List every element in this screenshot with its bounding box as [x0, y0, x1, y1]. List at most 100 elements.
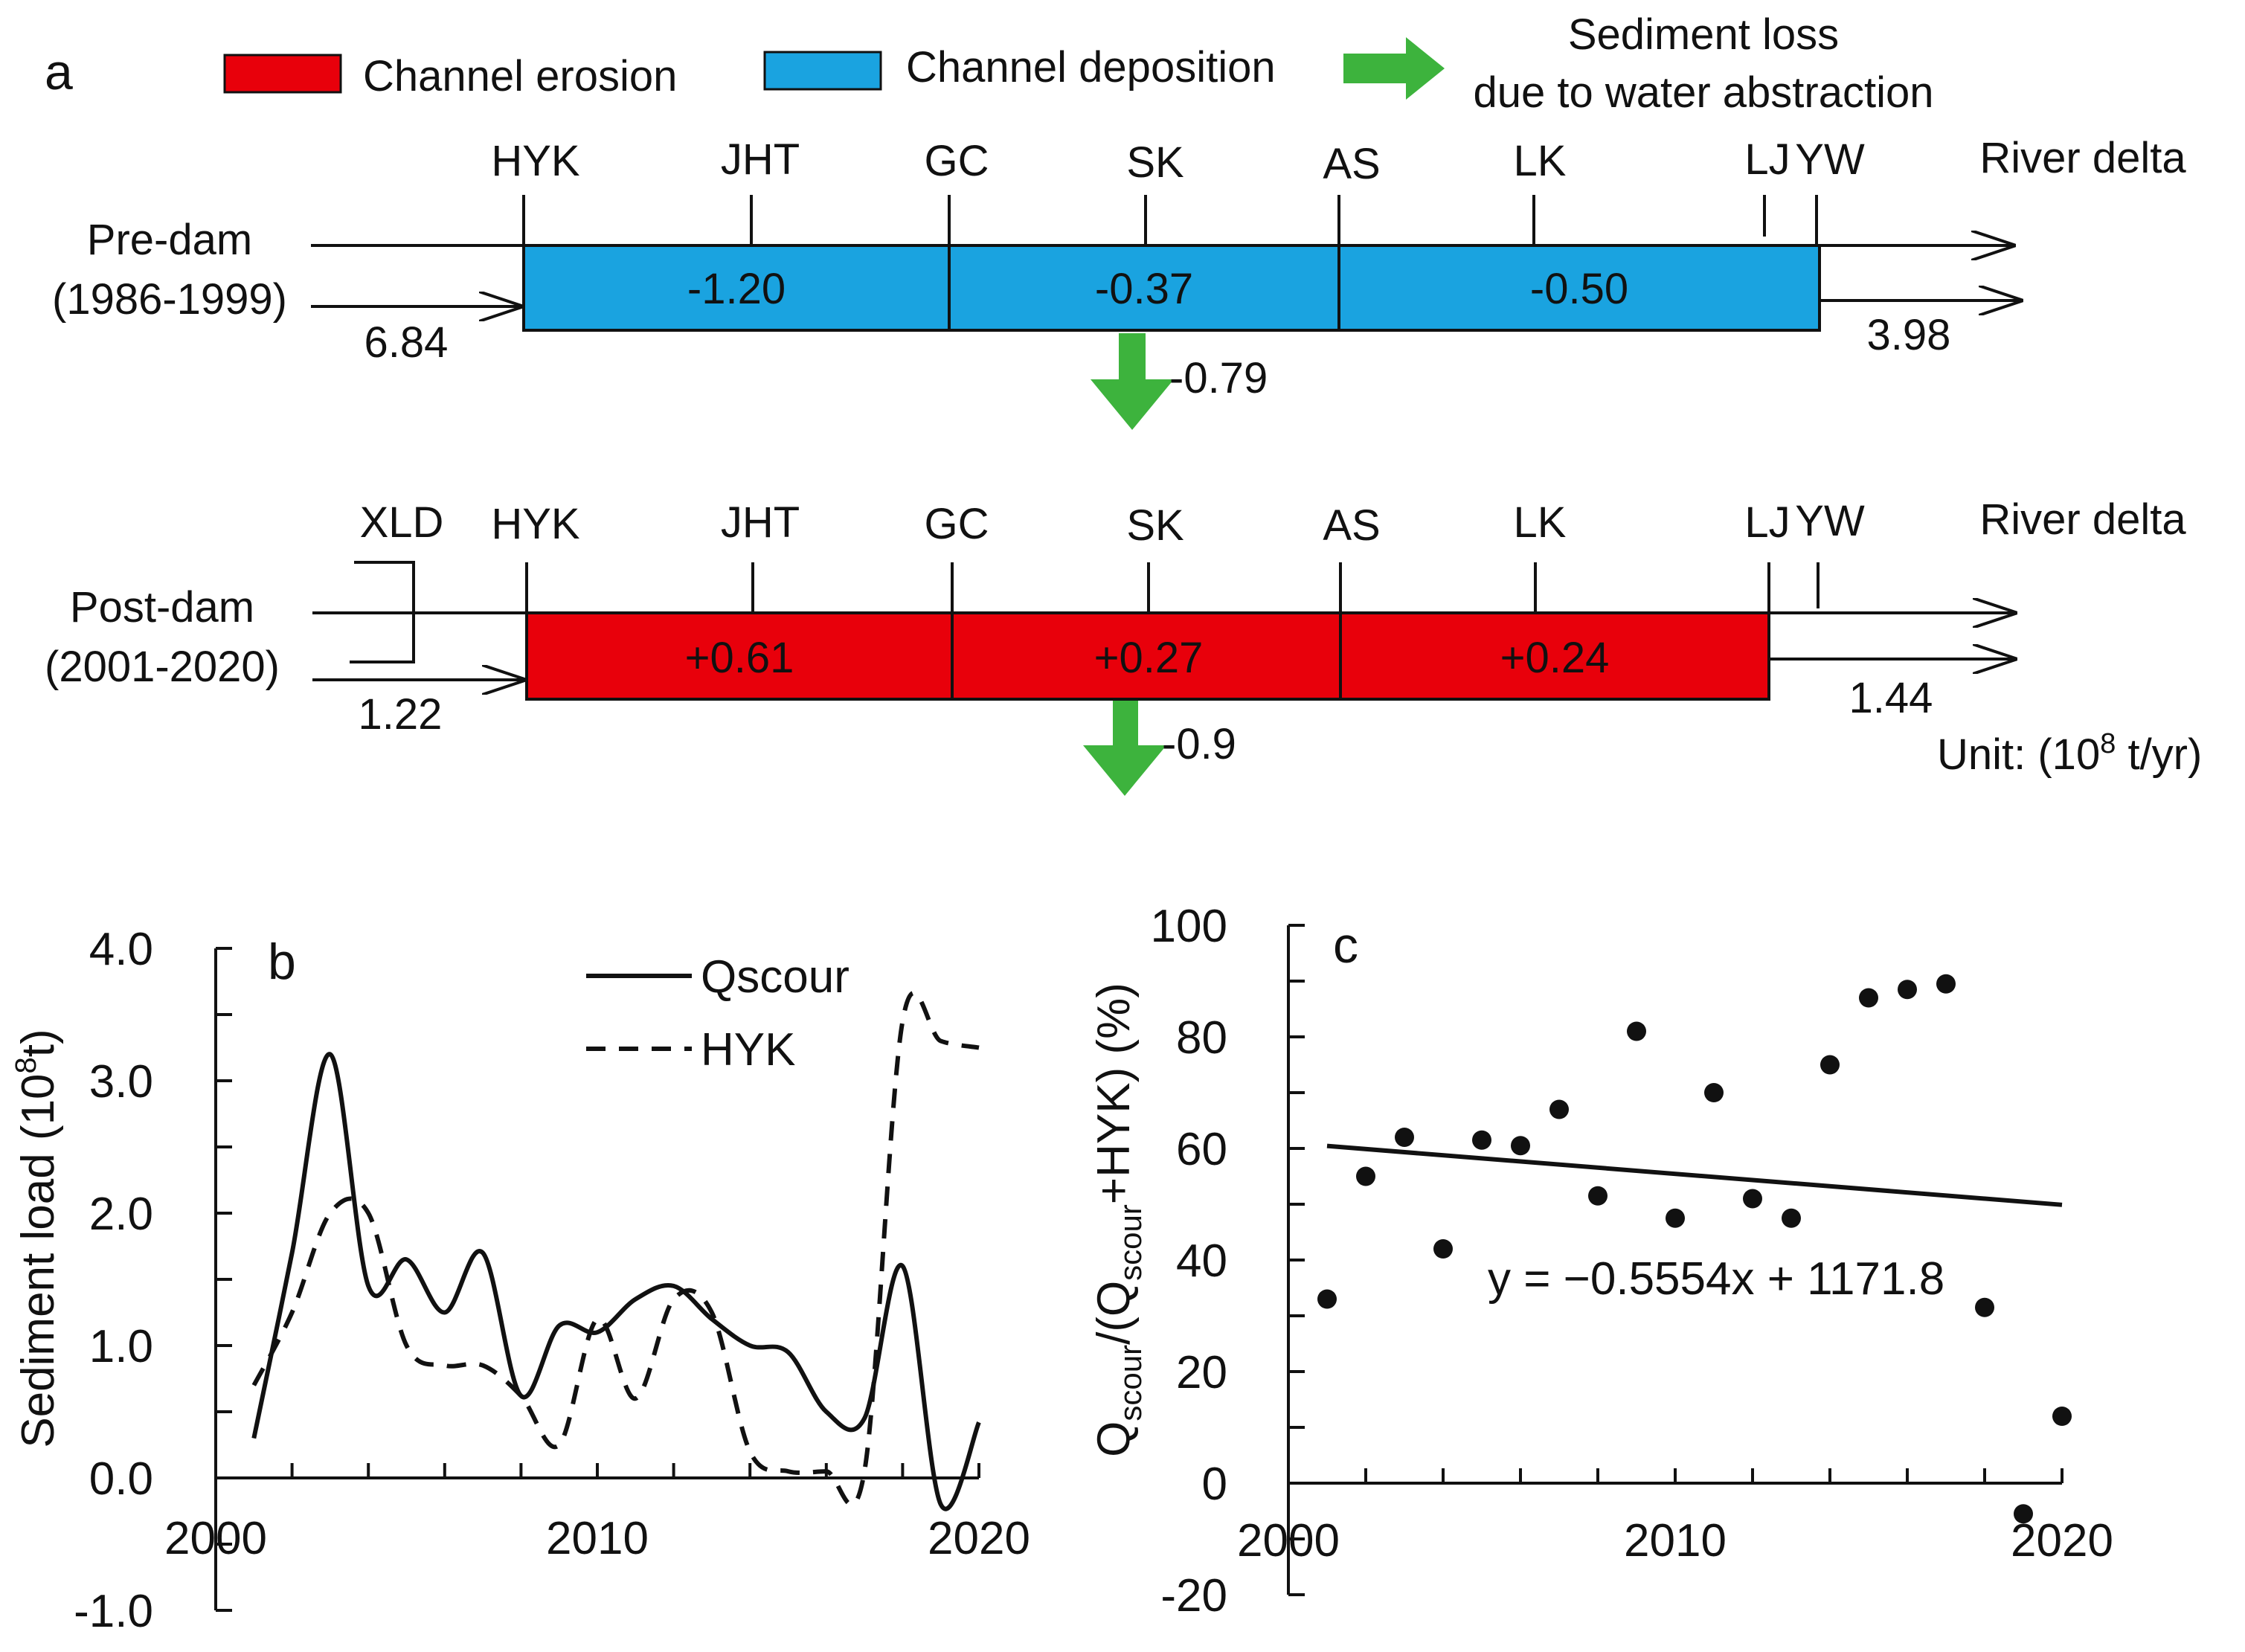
- station-lk-post: LK: [1514, 498, 1567, 547]
- station-xld: XLD: [360, 498, 444, 547]
- panel-b-x-tick-label: 2000: [164, 1513, 267, 1564]
- legend-erosion-swatch: [223, 54, 342, 94]
- scatter-point: [1317, 1289, 1337, 1309]
- scatter-point: [2014, 1504, 2033, 1524]
- panel-c-ylabel: Qscour/(Qscour+HYK) (%): [1088, 983, 1148, 1457]
- post-segment-2: [951, 611, 1342, 701]
- scatter-point: [1782, 1208, 1801, 1228]
- legend-qscour-label: Qscour: [701, 951, 849, 1003]
- panel-c-trendline: [1326, 1143, 2063, 1207]
- panel-b-y-tick-label: 2.0: [89, 1189, 153, 1240]
- scatter-point: [1975, 1297, 1994, 1317]
- station-jht-post: JHT: [721, 498, 800, 547]
- pre-input-value: 6.84: [364, 318, 449, 367]
- scatter-point: [1472, 1130, 1491, 1150]
- panel-b-y-tick-label: -1.0: [74, 1586, 153, 1637]
- post-segment-1-value: +0.61: [685, 634, 794, 682]
- panel-b-ylabel: Sediment load (108t): [10, 1029, 64, 1447]
- post-input-value: 1.22: [359, 690, 443, 739]
- station-as: AS: [1323, 140, 1380, 188]
- post-dam-title: Post-dam: [70, 583, 254, 631]
- legend-loss-label-1: Sediment loss: [1568, 10, 1839, 59]
- post-segment-1: [525, 611, 954, 701]
- station-sk: SK: [1126, 138, 1184, 187]
- station-as-post: AS: [1323, 501, 1380, 550]
- post-loss-value: -0.9: [1162, 720, 1236, 768]
- pre-dam-years: (1986-1999): [52, 275, 287, 324]
- panel-b-series: [251, 991, 981, 1511]
- panel-b-axes: [214, 947, 980, 1612]
- panel-c-axes: [1287, 924, 2063, 1596]
- pre-segment-2-value: -0.37: [1095, 265, 1193, 313]
- panel-b-y-tick-label: 3.0: [89, 1056, 153, 1108]
- panel-c-y-tick-label: 20: [1176, 1347, 1227, 1398]
- panel-c-x-tick-label: 2020: [2011, 1515, 2113, 1566]
- panel-c-y-tick-label: 100: [1151, 901, 1227, 952]
- post-segment-3-value: +0.24: [1500, 634, 1610, 682]
- panel-c-x-tick-label: 2010: [1624, 1515, 1727, 1566]
- station-lk: LK: [1514, 137, 1567, 185]
- scatter-point: [1433, 1239, 1453, 1259]
- legend-erosion-label: Channel erosion: [363, 52, 677, 100]
- legend-deposition-label: Channel deposition: [906, 43, 1276, 91]
- station-gc-post: GC: [925, 500, 989, 548]
- river-delta-label: River delta: [1979, 134, 2186, 182]
- panel-a: a Channel erosion Channel deposition Sed…: [45, 10, 2202, 796]
- panel-a-label: a: [45, 44, 73, 100]
- pre-segment-3: [1337, 244, 1821, 332]
- unit-label: Unit: (108 t/yr): [1937, 728, 2202, 779]
- panel-b-x-tick-label: 2020: [928, 1513, 1030, 1564]
- scatter-point: [1549, 1099, 1569, 1119]
- panel-c-points: [1317, 974, 2072, 1524]
- scatter-point: [1898, 980, 1917, 1000]
- post-loss-arrow: [1083, 701, 1166, 796]
- scatter-point: [1859, 988, 1878, 1008]
- panel-c-y-tick-label: 60: [1176, 1124, 1227, 1175]
- scatter-point: [1511, 1136, 1530, 1156]
- pre-dam-title: Pre-dam: [87, 216, 252, 264]
- panel-b-y-tick-label: 0.0: [89, 1453, 153, 1505]
- scatter-point: [2052, 1407, 2072, 1426]
- river-delta-label-post: River delta: [1979, 495, 2186, 544]
- scatter-point: [1666, 1208, 1685, 1228]
- pre-loss-arrow: [1091, 333, 1174, 430]
- panel-c-equation: y = −0.5554x + 1171.8: [1488, 1253, 1944, 1305]
- panel-b-legend: Qscour HYK: [586, 951, 849, 1076]
- post-output-value: 1.44: [1849, 674, 1933, 722]
- panel-c-label: c: [1333, 917, 1358, 974]
- legend-a: Channel erosion Channel deposition Sedim…: [223, 10, 1934, 117]
- scatter-point: [1627, 1021, 1646, 1041]
- pre-output-value: 3.98: [1867, 311, 1951, 359]
- series-qscour-line: [251, 1052, 981, 1511]
- panel-c-y-tick-label: 80: [1176, 1012, 1227, 1064]
- station-lj-post: LJ: [1744, 498, 1790, 547]
- panel-c-x-tick-label: 2000: [1237, 1515, 1340, 1566]
- panel-b-y-tick-label: 4.0: [89, 924, 153, 975]
- pre-segment-1-value: -1.20: [687, 265, 786, 313]
- panel-c-y-tick-label: 40: [1176, 1235, 1227, 1287]
- series-hyk-line: [251, 991, 980, 1507]
- station-sk-post: SK: [1126, 501, 1184, 550]
- panel-b-label: b: [268, 933, 296, 990]
- station-yw-post: YW: [1795, 497, 1865, 545]
- station-yw: YW: [1795, 135, 1865, 184]
- scatter-point: [1704, 1083, 1724, 1102]
- pre-segment-1: [522, 244, 951, 332]
- panel-c-trend-line: [1326, 1143, 2063, 1207]
- pre-dam-row: HYK JHT GC SK AS LK LJ YW River delta Pr…: [52, 134, 2186, 430]
- post-dam-row: XLD HYK JHT GC SK AS LK LJ YW River delt…: [45, 495, 2202, 796]
- legend-loss-label-2: due to water abstraction: [1473, 68, 1933, 117]
- scatter-point: [1395, 1128, 1414, 1147]
- scatter-point: [1743, 1189, 1762, 1209]
- scatter-point: [1936, 974, 1956, 994]
- station-hyk-post: HYK: [491, 500, 580, 548]
- legend-deposition-swatch: [763, 51, 882, 91]
- pre-segment-2: [948, 244, 1340, 332]
- scatter-point: [1356, 1166, 1375, 1186]
- post-segment-2-value: +0.27: [1094, 634, 1204, 682]
- pre-segment-3-value: -0.50: [1530, 265, 1628, 313]
